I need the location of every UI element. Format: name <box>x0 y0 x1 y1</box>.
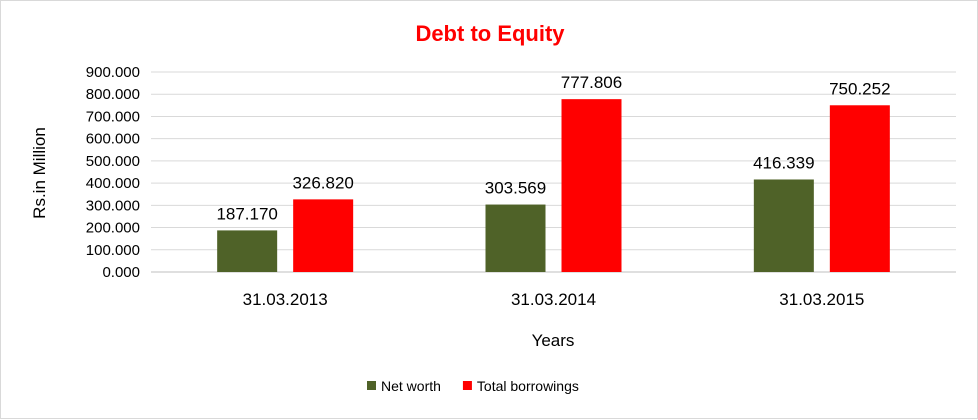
gridlines <box>151 71 956 273</box>
legend-swatch <box>367 381 376 390</box>
y-tick-label: 500.000 <box>86 153 140 170</box>
data-label: 777.806 <box>561 73 622 92</box>
bar <box>753 179 814 272</box>
data-label: 750.252 <box>829 79 890 98</box>
chart-title: Debt to Equity <box>415 21 565 46</box>
data-label: 326.820 <box>292 173 353 192</box>
y-tick-label: 600.000 <box>86 131 140 148</box>
x-axis-title: Years <box>532 331 575 350</box>
y-axis-title: Rs.in Million <box>30 127 49 219</box>
legend: Net worth Total borrowings <box>367 378 579 394</box>
y-tick-label: 900.000 <box>86 64 140 81</box>
bar <box>485 204 546 272</box>
bar <box>293 199 354 272</box>
bar <box>561 99 622 272</box>
x-tick-label: 31.03.2015 <box>779 290 864 309</box>
x-tick-label: 31.03.2014 <box>511 290 596 309</box>
bar <box>829 105 890 272</box>
y-tick-label: 700.000 <box>86 108 140 125</box>
bars <box>217 99 890 272</box>
y-tick-label: 100.000 <box>86 242 140 259</box>
y-tick-label: 400.000 <box>86 175 140 192</box>
y-axis-ticks: 0.000 100.000 200.000 300.000 400.000 500.000… <box>86 64 140 281</box>
legend-label: Total borrowings <box>477 378 579 394</box>
x-axis-ticks: 31.03.2013 31.03.2014 31.03.2015 <box>243 290 865 309</box>
data-label: 416.339 <box>753 153 814 172</box>
y-tick-label: 800.000 <box>86 86 140 103</box>
data-label: 187.170 <box>216 204 277 223</box>
y-tick-label: 200.000 <box>86 220 140 237</box>
legend-label: Net worth <box>381 378 441 394</box>
legend-swatch <box>462 381 472 390</box>
data-label: 303.569 <box>485 179 546 198</box>
bar <box>217 230 278 272</box>
x-tick-label: 31.03.2013 <box>243 290 328 309</box>
y-tick-label: 300.000 <box>86 197 140 214</box>
data-labels: 187.170 326.820 303.569 777.806 416.339 750.2… <box>216 73 890 223</box>
y-tick-label: 0.000 <box>102 264 140 281</box>
